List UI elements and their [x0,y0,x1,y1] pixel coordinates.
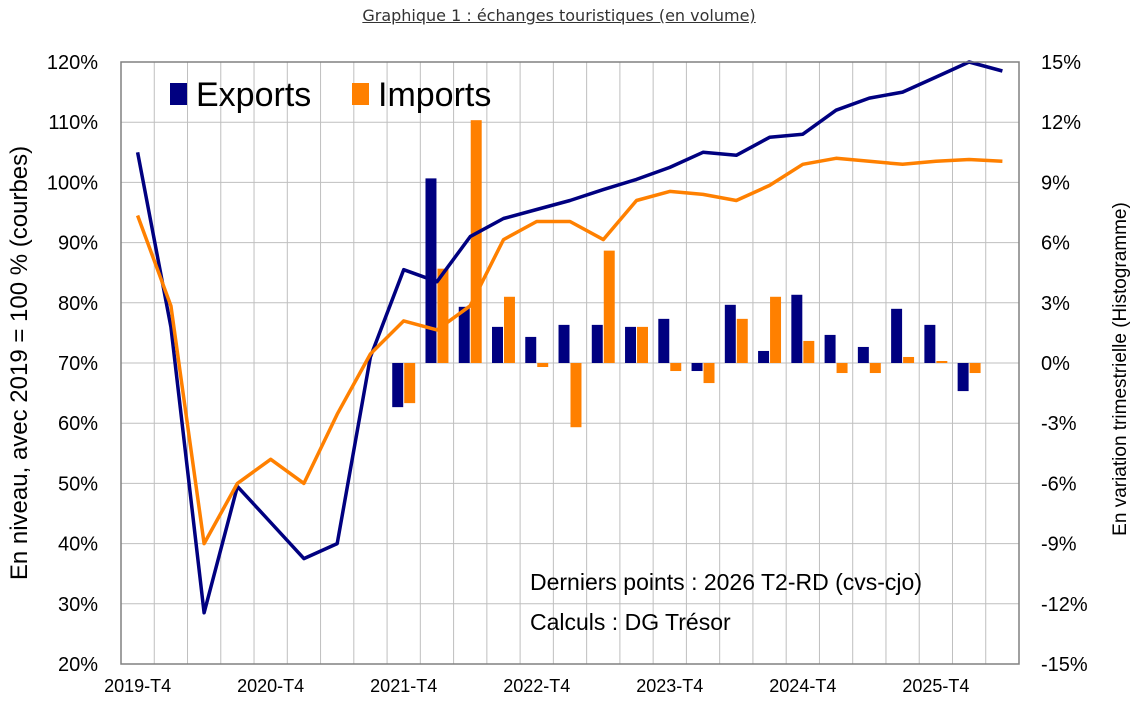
right-tick-label: 9% [1041,172,1070,194]
plot-frame [120,61,1020,665]
left-tick-label: 120% [47,52,98,74]
bar-exports [591,324,603,363]
line-series [135,60,1003,615]
bar-exports [957,363,969,392]
line-imports [135,156,1003,546]
x-tick-label: 2025-T4 [902,676,969,696]
bar-exports [691,363,703,372]
bar-exports [658,318,670,363]
bar-exports [625,326,637,363]
bar-exports [458,306,470,363]
bar-exports [924,324,936,363]
legend: Exports Imports [170,76,491,114]
left-tick-label: 100% [47,172,98,194]
bar-imports [503,296,515,363]
right-tick-label: -6% [1041,473,1077,495]
right-axis-label: En variation trimestrielle (Histogramme) [1110,202,1131,536]
line-exports [135,60,1003,615]
left-tick-label: 20% [58,654,98,676]
bar-exports [425,178,437,363]
bar-imports [637,326,648,363]
x-tick-label: 2023-T4 [636,676,703,696]
bar-exports [758,350,770,363]
x-tick-label: 2022-T4 [503,676,570,696]
right-tick-label: -12% [1041,594,1088,616]
right-tick-label: 12% [1041,112,1081,134]
bar-imports [803,340,815,363]
right-tick-label: -15% [1041,654,1088,676]
bar-exports [791,294,803,363]
left-tick-label: 90% [58,233,98,255]
bar-exports [525,336,537,363]
left-tick-label: 30% [58,594,98,616]
bar-imports [603,250,615,363]
note-source: Calculs : DG Trésor [530,609,731,635]
bar-imports [404,363,416,404]
bar-imports [936,360,948,363]
bar-exports [891,308,903,363]
legend-swatch-imports [352,83,369,105]
bar-exports [824,334,836,363]
bar-imports [836,363,848,374]
bar-imports [437,268,449,363]
right-tick-label: 15% [1041,52,1081,74]
bar-imports [570,363,582,428]
legend-label-exports: Exports [196,76,311,114]
bar-exports [558,324,570,363]
bar-imports [703,363,715,384]
left-tick-label: 110% [48,112,98,134]
bar-series [392,120,981,428]
x-tick-label: 2021-T4 [370,676,437,696]
left-tick-label: 60% [58,413,98,435]
bar-imports [537,363,549,368]
right-tick-label: 3% [1041,293,1070,315]
x-tick-label: 2020-T4 [237,676,304,696]
right-tick-label: -3% [1041,413,1077,435]
bar-exports [492,326,503,363]
bar-exports [857,346,869,363]
bar-imports [670,363,682,372]
bar-imports [770,296,782,363]
bar-imports [736,318,748,363]
right-axis-ticks: -15% -12% -9% -6% -3% 0% 3% 6% 9% 12% 15% [1041,52,1088,676]
left-axis-ticks: 20% 30% 40% 50% 60% 70% 80% 90% 100% 110% 120% [47,52,98,676]
right-tick-label: 0% [1041,353,1070,375]
bar-exports [724,304,736,363]
left-axis-label: En niveau, avec 2019 = 100 % (courbes) [6,146,33,580]
x-axis-ticks: 2019-T4 2020-T4 2021-T4 2022-T4 2023-T4 2024-… [104,676,969,696]
right-tick-label: 6% [1041,233,1070,255]
x-tick-label: 2019-T4 [104,676,171,696]
note-last-points: Derniers points : 2026 T2-RD (cvs-cjo) [530,569,922,595]
legend-swatch-exports [170,83,187,105]
annotations: Derniers points : 2026 T2-RD (cvs-cjo) Ca… [530,569,922,635]
bar-imports [869,363,881,374]
bar-imports [903,356,915,363]
left-tick-label: 40% [58,534,98,556]
bar-imports [470,120,482,364]
left-tick-label: 70% [58,353,98,375]
bar-imports [969,363,981,374]
x-tick-label: 2024-T4 [769,676,836,696]
left-tick-label: 50% [58,473,98,495]
chart-caption: Graphique 1 : échanges touristiques (en … [362,6,756,25]
left-tick-label: 80% [58,293,98,315]
plot-border [120,61,1020,665]
legend-label-imports: Imports [378,76,491,114]
bar-exports [392,363,404,408]
right-tick-label: -9% [1041,534,1077,556]
